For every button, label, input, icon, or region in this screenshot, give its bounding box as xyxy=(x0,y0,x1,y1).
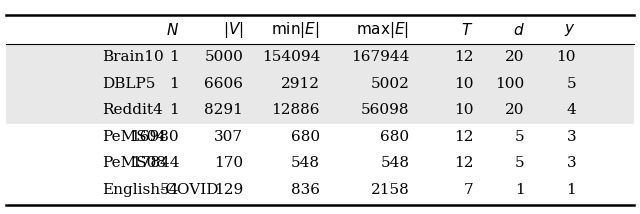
Text: 12: 12 xyxy=(454,130,474,144)
Text: 1: 1 xyxy=(170,103,179,117)
Text: $\max|E|$: $\max|E|$ xyxy=(356,20,410,40)
Text: 20: 20 xyxy=(506,103,525,117)
Text: 1: 1 xyxy=(170,77,179,91)
Text: Brain10: Brain10 xyxy=(102,50,164,64)
Text: 548: 548 xyxy=(291,156,320,170)
Text: DBLP5: DBLP5 xyxy=(102,77,156,91)
Text: 6606: 6606 xyxy=(204,77,243,91)
FancyBboxPatch shape xyxy=(6,70,634,97)
Text: 680: 680 xyxy=(291,130,320,144)
Text: $y$: $y$ xyxy=(564,22,576,39)
Text: 20: 20 xyxy=(506,50,525,64)
Text: 12886: 12886 xyxy=(271,103,320,117)
Text: $|V|$: $|V|$ xyxy=(223,20,243,40)
Text: 100: 100 xyxy=(495,77,525,91)
Text: $d$: $d$ xyxy=(513,22,525,39)
Text: 12: 12 xyxy=(454,156,474,170)
Text: PeMS04: PeMS04 xyxy=(102,130,166,144)
Text: English-COVID: English-COVID xyxy=(102,183,219,197)
Text: 154094: 154094 xyxy=(262,50,320,64)
Text: 836: 836 xyxy=(291,183,320,197)
Text: 167944: 167944 xyxy=(351,50,410,64)
Text: 307: 307 xyxy=(214,130,243,144)
Text: 56098: 56098 xyxy=(361,103,410,117)
Text: 7: 7 xyxy=(464,183,474,197)
Text: 1: 1 xyxy=(566,183,576,197)
Text: $T$: $T$ xyxy=(461,22,474,39)
Text: 5000: 5000 xyxy=(204,50,243,64)
Text: 3: 3 xyxy=(566,156,576,170)
Text: 1: 1 xyxy=(515,183,525,197)
Text: 5: 5 xyxy=(566,77,576,91)
Text: 1: 1 xyxy=(170,50,179,64)
Text: 2912: 2912 xyxy=(281,77,320,91)
Text: 54: 54 xyxy=(160,183,179,197)
Text: 2158: 2158 xyxy=(371,183,410,197)
FancyBboxPatch shape xyxy=(6,97,634,123)
Text: 170: 170 xyxy=(214,156,243,170)
Text: 680: 680 xyxy=(380,130,410,144)
Text: PeMS08: PeMS08 xyxy=(102,156,166,170)
Text: 8291: 8291 xyxy=(204,103,243,117)
Text: 548: 548 xyxy=(381,156,410,170)
Text: 5: 5 xyxy=(515,130,525,144)
Text: $\min|E|$: $\min|E|$ xyxy=(271,20,320,40)
Text: 10: 10 xyxy=(557,50,576,64)
Text: 129: 129 xyxy=(214,183,243,197)
Text: Reddit4: Reddit4 xyxy=(102,103,163,117)
Text: 4: 4 xyxy=(566,103,576,117)
Text: 17844: 17844 xyxy=(131,156,179,170)
Text: 10: 10 xyxy=(454,103,474,117)
FancyBboxPatch shape xyxy=(6,44,634,70)
Text: 5: 5 xyxy=(515,156,525,170)
Text: 12: 12 xyxy=(454,50,474,64)
Text: 5002: 5002 xyxy=(371,77,410,91)
Text: 16980: 16980 xyxy=(131,130,179,144)
Text: 3: 3 xyxy=(566,130,576,144)
Text: $N$: $N$ xyxy=(166,22,179,39)
Text: 10: 10 xyxy=(454,77,474,91)
